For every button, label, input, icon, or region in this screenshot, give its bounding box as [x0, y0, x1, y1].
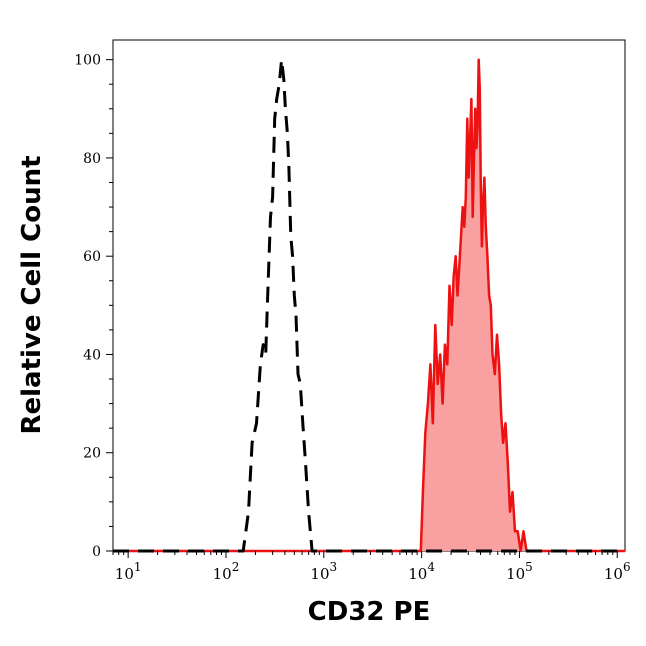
- x-tick-label: 103: [310, 560, 337, 583]
- y-tick-label: 20: [83, 446, 101, 462]
- x-tick-label: 101: [115, 560, 142, 583]
- y-tick-label: 40: [83, 347, 101, 363]
- x-axis-title: CD32 PE: [308, 597, 431, 627]
- y-tick-label: 0: [92, 544, 101, 560]
- y-axis: 0 20 40 60 80 100: [74, 53, 113, 560]
- x-tick-label: 102: [213, 560, 240, 583]
- y-tick-label: 80: [83, 151, 101, 167]
- cd32-histogram-line: [113, 58, 625, 553]
- x-tick-label: 105: [506, 560, 533, 583]
- y-tick-label: 60: [83, 249, 101, 265]
- control-histogram-line: [113, 58, 625, 553]
- y-tick-label: 100: [74, 53, 101, 69]
- x-axis: 101 102 103 104 105 106: [112, 551, 631, 583]
- series-layer: [113, 58, 625, 553]
- cd32-histogram-fill: [113, 59, 625, 551]
- x-tick-label: 104: [408, 560, 435, 583]
- x-tick-label: 106: [604, 560, 631, 583]
- y-axis-title: Relative Cell Count: [17, 155, 47, 434]
- plot-frame: [112, 39, 626, 552]
